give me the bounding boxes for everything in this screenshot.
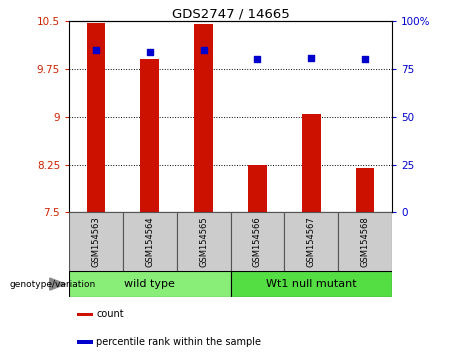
- Bar: [248, 165, 267, 212]
- Bar: [284, 212, 338, 271]
- Bar: [177, 212, 230, 271]
- Polygon shape: [50, 278, 65, 290]
- Text: count: count: [96, 309, 124, 320]
- Point: [254, 57, 261, 62]
- Text: GSM154563: GSM154563: [92, 216, 100, 267]
- Bar: [123, 212, 177, 271]
- Text: GSM154567: GSM154567: [307, 216, 316, 267]
- Text: Wt1 null mutant: Wt1 null mutant: [266, 279, 356, 289]
- Text: percentile rank within the sample: percentile rank within the sample: [96, 337, 261, 347]
- Text: GSM154565: GSM154565: [199, 216, 208, 267]
- Text: genotype/variation: genotype/variation: [9, 280, 95, 289]
- Point: [307, 55, 315, 61]
- Bar: [69, 212, 123, 271]
- Bar: [230, 212, 284, 271]
- Bar: [69, 271, 230, 297]
- Bar: [77, 340, 94, 344]
- Bar: [77, 313, 94, 316]
- Text: GSM154568: GSM154568: [361, 216, 369, 267]
- Text: GSM154566: GSM154566: [253, 216, 262, 267]
- Point: [361, 57, 369, 62]
- Bar: [338, 212, 392, 271]
- Bar: [355, 168, 374, 212]
- Point: [200, 47, 207, 53]
- Title: GDS2747 / 14665: GDS2747 / 14665: [171, 7, 290, 20]
- Point: [146, 49, 154, 55]
- Bar: [194, 24, 213, 212]
- Point: [92, 47, 100, 53]
- Bar: [87, 23, 106, 212]
- Bar: [302, 114, 320, 212]
- Bar: [230, 271, 392, 297]
- Text: wild type: wild type: [124, 279, 175, 289]
- Bar: [141, 59, 159, 212]
- Text: GSM154564: GSM154564: [145, 216, 154, 267]
